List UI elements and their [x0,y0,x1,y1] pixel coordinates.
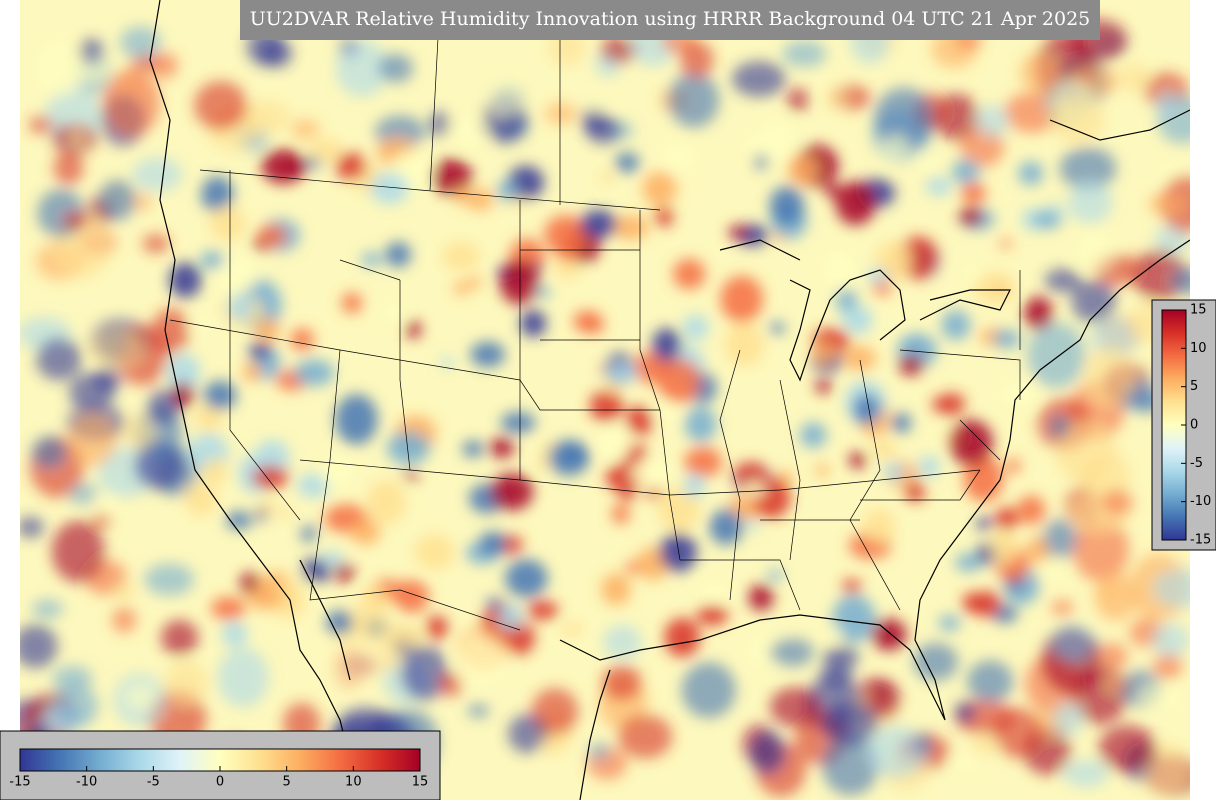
colorbar-tick-label: -15 [9,775,30,790]
coastlines [149,0,1190,800]
colorbar-tick-label: 15 [1190,303,1207,318]
humidity-field [20,18,1190,799]
colorbar-tick-label: 10 [345,775,362,790]
colorbars: -15 -10 -5 0 5 10 15 -15 -10 -5 0 5 10 15 [9,303,1211,790]
map-title: UU2DVAR Relative Humidity Innovation usi… [250,8,1091,30]
colorbar-tick-label: -5 [147,775,160,790]
colorbar-tick-label: -10 [1190,494,1211,509]
colorbar-tick-label: -5 [1190,456,1203,471]
colorbar-tick-label: -10 [76,775,97,790]
colorbar-tick-label: 5 [1190,379,1198,394]
colorbar-tick-label: 0 [1190,418,1198,433]
borders [169,0,1021,631]
colorbar-tick-label: 5 [283,775,291,790]
colorbar-tick-label: 15 [412,775,429,790]
colorbar-tick-label: 0 [216,775,224,790]
colorbar-tick-label: -15 [1190,533,1211,548]
colorbar-tick-label: 10 [1190,341,1207,356]
title-box [240,0,1100,40]
